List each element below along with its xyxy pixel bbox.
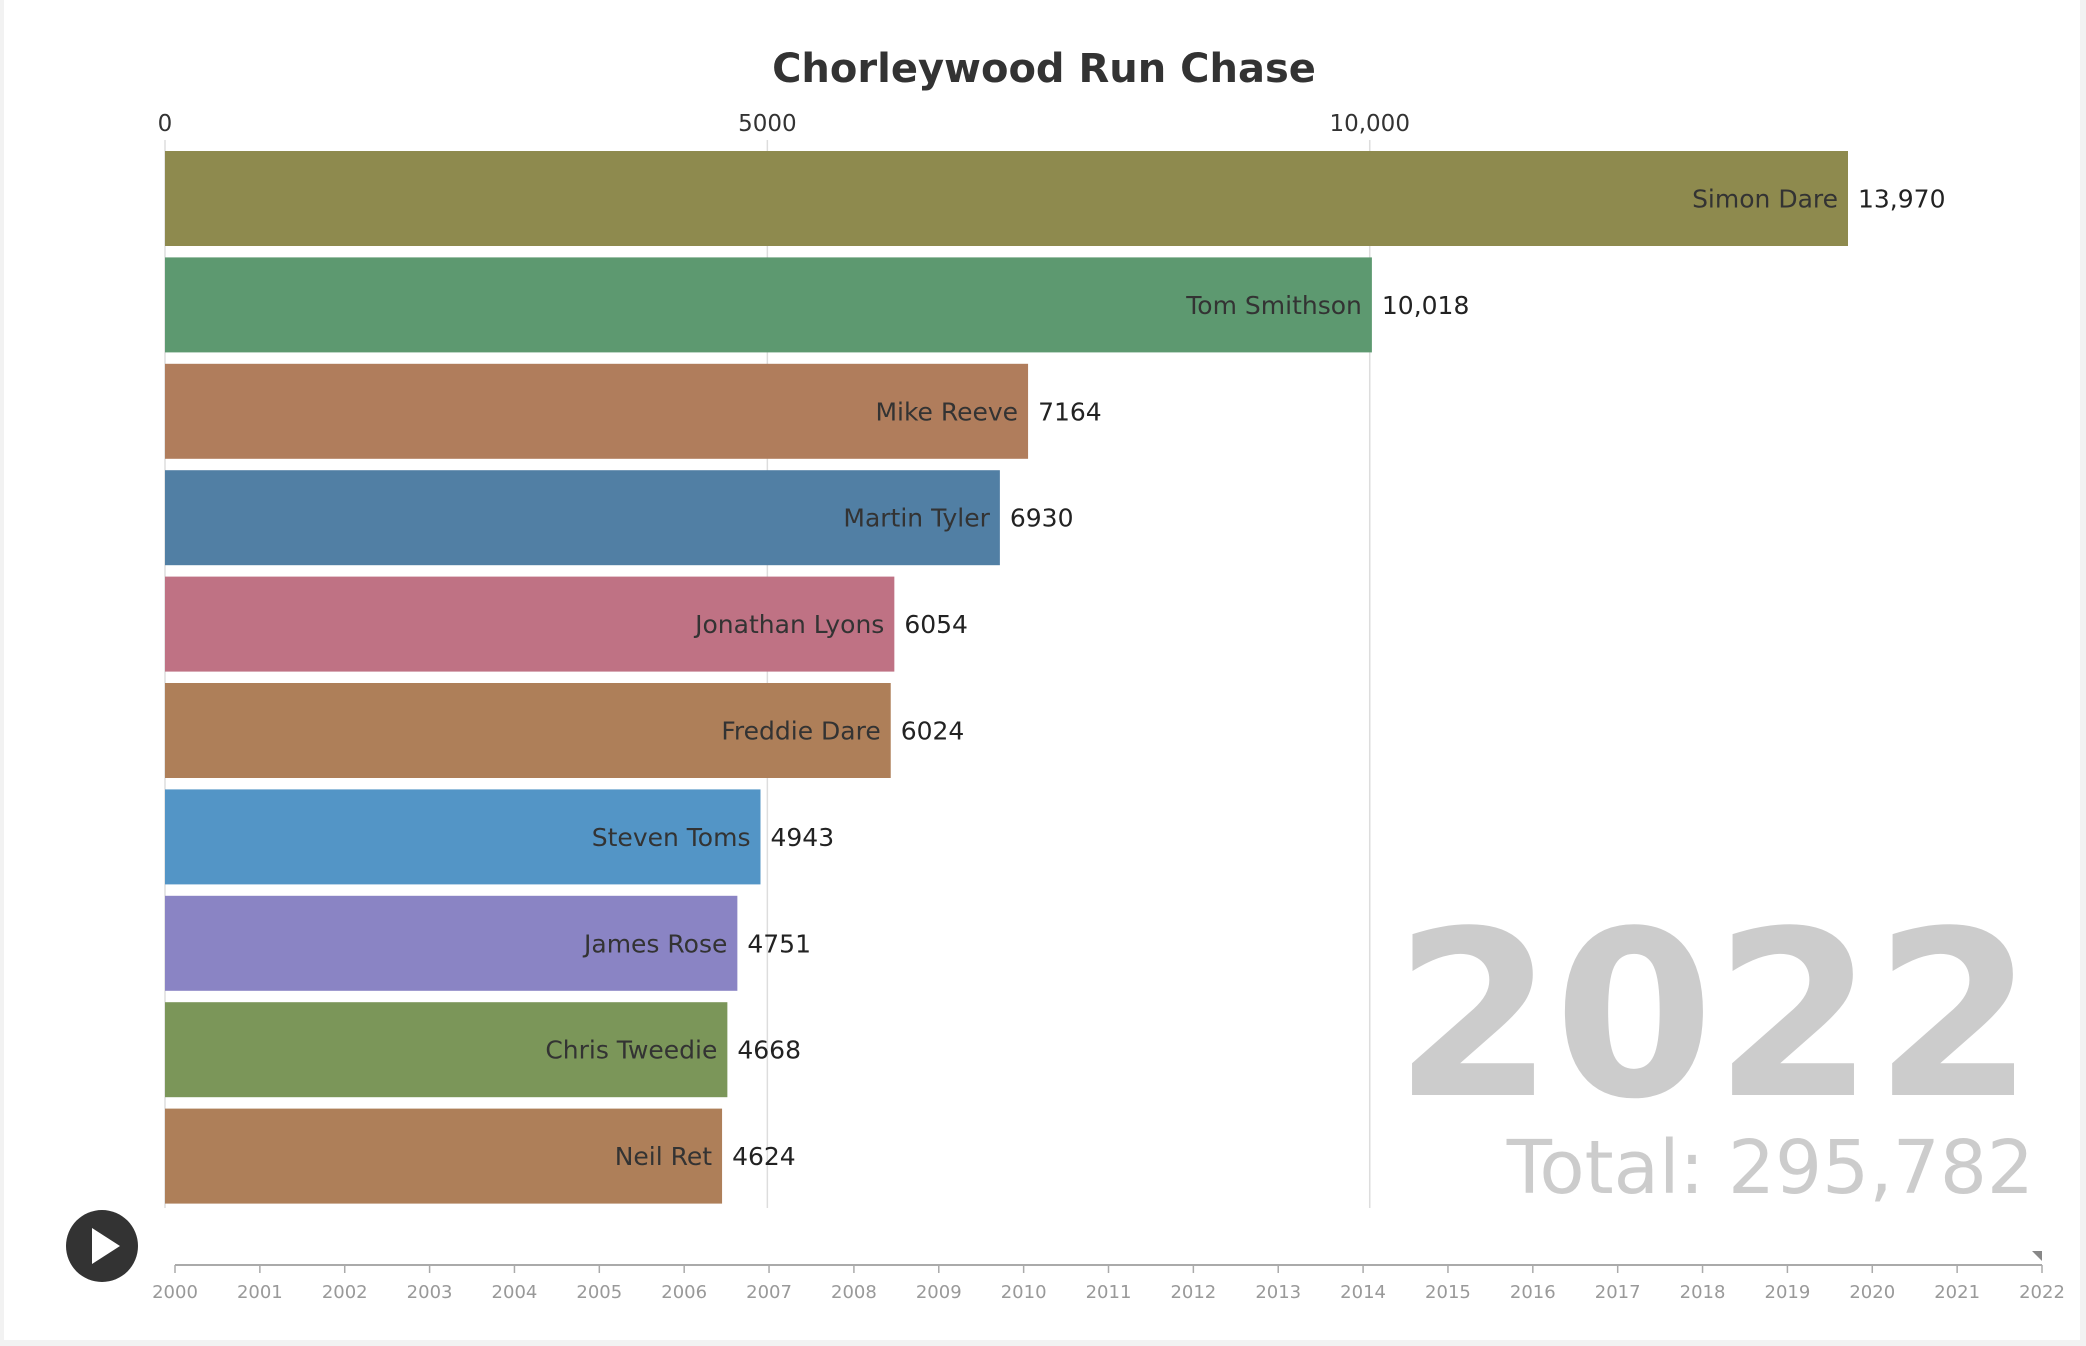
bar (165, 789, 761, 885)
timeline-year-label[interactable]: 2016 (1510, 1282, 1556, 1303)
bar (165, 151, 1848, 246)
bar-name-label: Martin Tyler (843, 504, 990, 533)
current-year-label: 2022 (1394, 883, 2034, 1150)
timeline-slider[interactable]: 2000 2001 2002 2003 2004 2005 2006 2007 2008 2009… (152, 1251, 2065, 1303)
timeline-year-label[interactable]: 2009 (916, 1282, 962, 1303)
bar-value-label: 6930 (1010, 504, 1074, 533)
x-tick-label: 0 (158, 111, 173, 137)
bar-name-label: Mike Reeve (875, 397, 1018, 426)
bar (165, 1108, 723, 1204)
bar-chart-race: Chorleywood Run Chase 0 5000 10,000 Simon … (152, 46, 2065, 1303)
bar-name-label: Jonathan Lyons (693, 610, 884, 639)
bar-value-label: 7164 (1038, 397, 1102, 426)
timeline-year-label[interactable]: 2022 (2019, 1282, 2065, 1303)
timeline-year-label[interactable]: 2008 (831, 1282, 877, 1303)
timeline-year-label[interactable]: 2004 (492, 1282, 538, 1303)
bar-value-label: 4624 (732, 1142, 796, 1171)
bar-value-label: 6054 (904, 610, 968, 639)
play-icon (92, 1228, 120, 1264)
bars-layer: Simon Dare 13,970 Tom Smithson 10,018 Mike R… (165, 151, 1945, 1204)
timeline-year-label[interactable]: 2017 (1595, 1282, 1641, 1303)
x-tick-label: 10,000 (1329, 111, 1409, 137)
bar-value-label: 4751 (747, 929, 811, 958)
timeline-year-label[interactable]: 2005 (576, 1282, 622, 1303)
chart-frame: Chorleywood Run Chase 0 5000 10,000 Simon … (4, 0, 2080, 1340)
timeline-year-label[interactable]: 2019 (1765, 1282, 1811, 1303)
timeline-year-label[interactable]: 2002 (322, 1282, 368, 1303)
timeline-year-label[interactable]: 2000 (152, 1282, 198, 1303)
total-label: Total: 295,782 (1506, 1125, 2034, 1211)
timeline-year-label[interactable]: 2011 (1086, 1282, 1132, 1303)
bar-value-label: 10,018 (1382, 291, 1469, 320)
timeline-year-label[interactable]: 2003 (407, 1282, 453, 1303)
bar-value-label: 4943 (770, 823, 834, 852)
bar-name-label: Steven Toms (592, 823, 751, 852)
bar (165, 1002, 728, 1098)
timeline-year-label[interactable]: 2001 (237, 1282, 283, 1303)
bar (165, 895, 738, 991)
bar (165, 576, 895, 672)
bar-value-label: 13,970 (1858, 185, 1945, 214)
play-button[interactable] (66, 1210, 138, 1282)
timeline-year-label[interactable]: 2014 (1340, 1282, 1386, 1303)
timeline-year-label[interactable]: 2015 (1425, 1282, 1471, 1303)
timeline-year-label[interactable]: 2013 (1255, 1282, 1301, 1303)
timeline-year-label[interactable]: 2007 (746, 1282, 792, 1303)
timeline-year-label[interactable]: 2010 (1001, 1282, 1047, 1303)
bar (165, 257, 1372, 353)
chart-title: Chorleywood Run Chase (772, 46, 1316, 92)
timeline-year-label[interactable]: 2012 (1170, 1282, 1216, 1303)
bar-name-label: Freddie Dare (721, 717, 880, 746)
bar (165, 683, 891, 778)
timeline-year-label[interactable]: 2021 (1934, 1282, 1980, 1303)
bar-name-label: James Rose (582, 929, 727, 958)
timeline-year-label[interactable]: 2018 (1680, 1282, 1726, 1303)
timeline-handle[interactable] (2032, 1251, 2042, 1261)
bar-name-label: Chris Tweedie (545, 1036, 717, 1065)
bar-name-label: Neil Ret (615, 1142, 713, 1171)
bar-name-label: Simon Dare (1692, 185, 1838, 214)
bar-name-label: Tom Smithson (1185, 291, 1362, 320)
bar (165, 470, 1000, 566)
x-tick-label: 5000 (738, 111, 797, 137)
bar-value-label: 6024 (901, 717, 965, 746)
bar (165, 363, 1029, 459)
bar-value-label: 4668 (737, 1036, 801, 1065)
timeline-year-label[interactable]: 2020 (1849, 1282, 1895, 1303)
timeline-year-label[interactable]: 2006 (661, 1282, 707, 1303)
